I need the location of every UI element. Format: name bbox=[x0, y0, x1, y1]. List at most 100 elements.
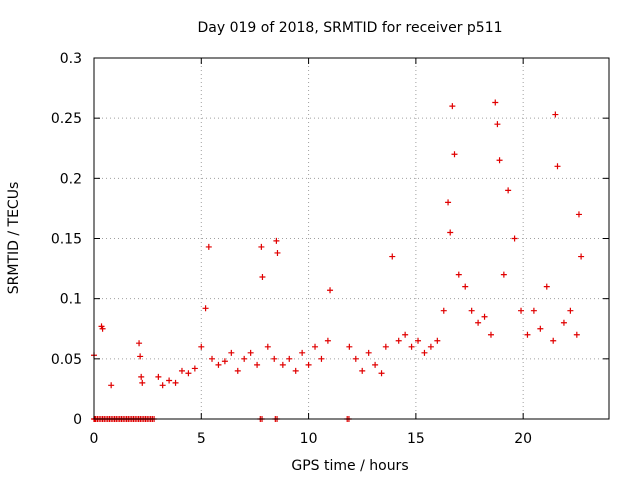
data-point bbox=[241, 355, 248, 362]
data-point bbox=[178, 367, 185, 374]
data-point bbox=[500, 271, 507, 278]
data-point bbox=[292, 367, 299, 374]
data-point bbox=[209, 355, 216, 362]
x-tick-label: 0 bbox=[90, 431, 99, 447]
data-point bbox=[552, 111, 559, 118]
data-point bbox=[359, 367, 366, 374]
data-point bbox=[138, 373, 145, 380]
data-point bbox=[372, 361, 379, 368]
data-point bbox=[273, 237, 280, 244]
y-tick-label: 0.3 bbox=[60, 51, 82, 67]
data-point bbox=[543, 283, 550, 290]
data-point bbox=[221, 358, 228, 365]
data-point bbox=[511, 235, 518, 242]
data-point bbox=[524, 331, 531, 338]
data-point bbox=[234, 367, 241, 374]
data-point bbox=[402, 331, 409, 338]
x-tick-label: 15 bbox=[407, 431, 425, 447]
data-point bbox=[427, 343, 434, 350]
data-point bbox=[434, 337, 441, 344]
data-point bbox=[299, 349, 306, 356]
x-tick-label: 20 bbox=[514, 431, 532, 447]
data-point bbox=[518, 307, 525, 314]
data-point bbox=[274, 249, 281, 256]
data-points bbox=[91, 99, 585, 422]
data-point bbox=[254, 361, 261, 368]
data-point bbox=[159, 382, 166, 389]
data-point bbox=[271, 355, 278, 362]
data-point bbox=[378, 370, 385, 377]
x-tick-label: 10 bbox=[300, 431, 318, 447]
y-tick-label: 0.25 bbox=[51, 111, 82, 127]
data-point bbox=[172, 379, 179, 386]
data-point bbox=[449, 103, 456, 110]
y-axis-label: SRMTID / TECUs bbox=[6, 182, 22, 295]
data-point bbox=[286, 355, 293, 362]
y-tick-label: 0 bbox=[73, 412, 82, 428]
data-point bbox=[264, 343, 271, 350]
data-point bbox=[505, 187, 512, 194]
axis-ticks bbox=[93, 57, 609, 420]
data-point bbox=[305, 361, 312, 368]
data-point bbox=[365, 349, 372, 356]
data-point bbox=[185, 370, 192, 377]
data-point bbox=[228, 349, 235, 356]
data-point bbox=[408, 343, 415, 350]
y-tick-label: 0.15 bbox=[51, 232, 82, 248]
data-point bbox=[247, 349, 254, 356]
y-tick-label: 0.2 bbox=[60, 171, 82, 187]
data-point bbox=[492, 99, 499, 106]
data-point bbox=[327, 287, 334, 294]
grid-lines bbox=[94, 58, 609, 419]
y-tick-label: 0.1 bbox=[60, 292, 82, 308]
data-point bbox=[258, 243, 265, 250]
data-point bbox=[496, 157, 503, 164]
y-tick-label: 0.05 bbox=[51, 352, 82, 368]
data-point bbox=[108, 382, 115, 389]
data-point bbox=[567, 307, 574, 314]
chart-title: Day 019 of 2018, SRMTID for receiver p51… bbox=[197, 20, 502, 36]
data-point bbox=[202, 305, 209, 312]
data-point bbox=[155, 373, 162, 380]
data-point bbox=[99, 325, 106, 332]
data-point bbox=[481, 313, 488, 320]
x-axis-label: GPS time / hours bbox=[291, 458, 408, 474]
data-point bbox=[205, 243, 212, 250]
data-point bbox=[137, 353, 144, 360]
data-point bbox=[440, 307, 447, 314]
data-point bbox=[560, 319, 567, 326]
plot-area bbox=[93, 57, 610, 420]
data-point bbox=[575, 211, 582, 218]
x-tick-label: 5 bbox=[197, 431, 206, 447]
data-point bbox=[395, 337, 402, 344]
data-point bbox=[475, 319, 482, 326]
data-point bbox=[259, 274, 266, 281]
data-point bbox=[382, 343, 389, 350]
data-point bbox=[191, 365, 198, 372]
data-point bbox=[447, 229, 454, 236]
data-point bbox=[421, 349, 428, 356]
data-point bbox=[487, 331, 494, 338]
data-point bbox=[494, 121, 501, 128]
data-point bbox=[139, 379, 146, 386]
data-point bbox=[554, 163, 561, 170]
data-point bbox=[279, 361, 286, 368]
data-point bbox=[462, 283, 469, 290]
data-point bbox=[136, 340, 143, 347]
data-point bbox=[198, 343, 205, 350]
data-point bbox=[455, 271, 462, 278]
data-point bbox=[537, 325, 544, 332]
data-point bbox=[530, 307, 537, 314]
data-point bbox=[312, 343, 319, 350]
data-point bbox=[346, 343, 353, 350]
data-point bbox=[550, 337, 557, 344]
data-point bbox=[166, 377, 173, 384]
data-point bbox=[415, 337, 422, 344]
data-point bbox=[324, 337, 331, 344]
data-point bbox=[352, 355, 359, 362]
data-point bbox=[215, 361, 222, 368]
data-point bbox=[468, 307, 475, 314]
data-point bbox=[451, 151, 458, 158]
data-point bbox=[573, 331, 580, 338]
